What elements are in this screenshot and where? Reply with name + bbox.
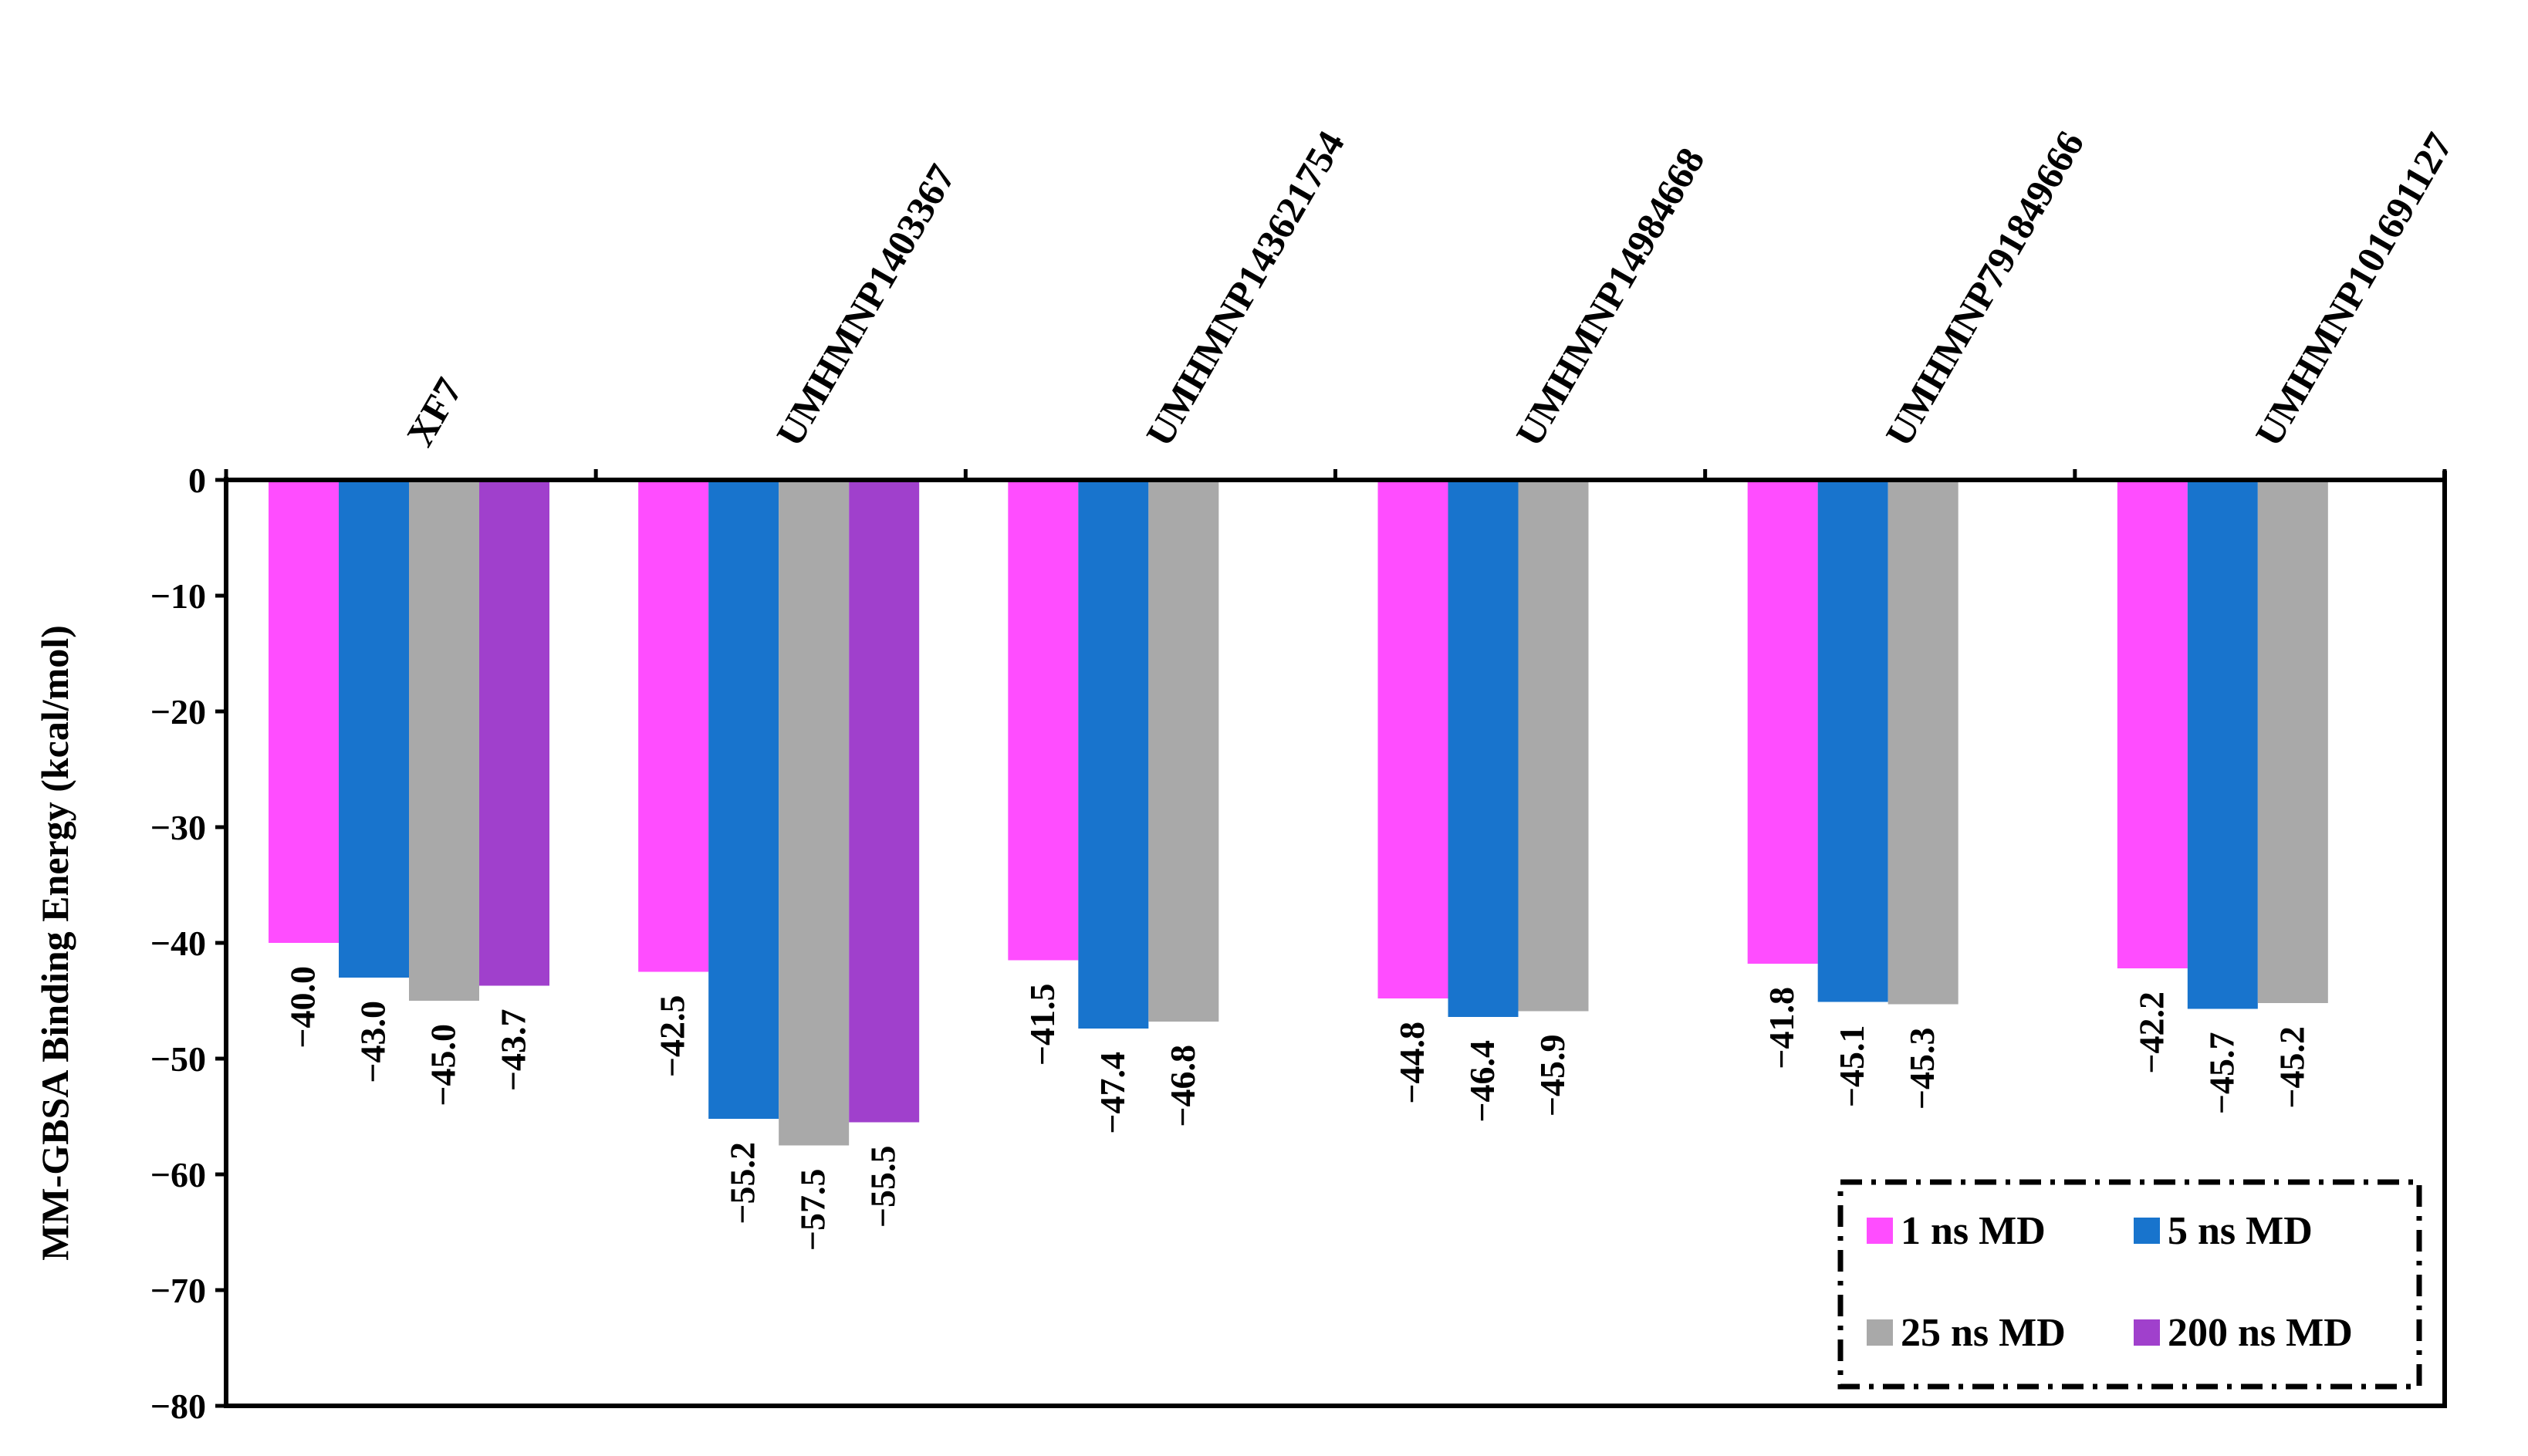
bar-1-3: [1008, 480, 1079, 961]
value-label: −45.2: [2272, 1026, 2311, 1109]
category-label: UMHMNP1403367: [768, 157, 964, 454]
bar-4-1: [479, 480, 549, 986]
value-label: −46.8: [1163, 1045, 1202, 1127]
value-label: −57.5: [793, 1169, 833, 1252]
value-label: −45.1: [1832, 1025, 1871, 1108]
bar-2-4: [1448, 480, 1519, 1017]
legend-label: 5 ns MD: [2168, 1209, 2313, 1253]
bar-3-4: [1518, 480, 1589, 1012]
value-label: −55.2: [723, 1142, 762, 1225]
bar-3-5: [1888, 480, 1959, 1005]
category-label: UMHMNP143621754: [1137, 123, 1353, 453]
value-label: −40.0: [283, 966, 323, 1049]
y-tick-label: −20: [150, 692, 206, 731]
y-tick-label: −60: [150, 1155, 206, 1194]
value-label: −55.5: [864, 1146, 903, 1228]
value-label: −46.4: [1462, 1040, 1502, 1123]
category-label: UMHMNP101691127: [2246, 126, 2461, 454]
bar-2-1: [339, 480, 409, 978]
legend-label: 1 ns MD: [1901, 1209, 2046, 1253]
bar-1-5: [1747, 480, 1818, 964]
legend-swatch: [2134, 1319, 2160, 1346]
bar-1-4: [1377, 480, 1448, 998]
y-tick-label: 0: [188, 461, 206, 500]
bar-3-3: [1148, 480, 1219, 1022]
category-label: XF7: [398, 370, 471, 453]
legend-swatch: [1867, 1319, 1893, 1346]
legend-frame: [1837, 1179, 2422, 1390]
value-labels-layer: −40.0 −43.0 −45.0 −43.7 −42.5 −55.2 −57.5 −55.5…: [283, 966, 2312, 1251]
y-tick-label: −50: [150, 1039, 206, 1079]
value-label: −42.5: [653, 995, 692, 1078]
bar-2-2: [708, 480, 779, 1119]
value-label: −43.0: [353, 1001, 393, 1083]
value-label: −41.8: [1762, 987, 1801, 1069]
category-label: UMHMNP14984668: [1507, 140, 1713, 454]
value-label: −47.4: [1093, 1052, 1132, 1134]
legend-swatch: [1867, 1218, 1893, 1244]
bar-2-3: [1078, 480, 1149, 1029]
y-axis-title: MM-GBSA Binding Energy (kcal/mol): [33, 625, 76, 1261]
y-tick-label: −10: [150, 576, 206, 616]
bar-2-6: [2187, 480, 2258, 1009]
value-label: −45.7: [2202, 1032, 2241, 1115]
value-label: −45.0: [424, 1024, 463, 1106]
legend-label: 25 ns MD: [1901, 1311, 2066, 1355]
category-label: UMHMNP791849666: [1877, 123, 2092, 453]
value-label: −43.7: [494, 1009, 533, 1092]
value-label: −42.2: [2131, 991, 2171, 1074]
bar-3-6: [2257, 480, 2328, 1003]
bar-1-2: [638, 480, 709, 972]
value-label: −45.9: [1533, 1035, 1572, 1117]
value-label: −41.5: [1022, 984, 1062, 1066]
legend-label: 200 ns MD: [2168, 1311, 2353, 1355]
y-tick-label: −30: [150, 808, 206, 847]
legend: 1 ns MD 5 ns MD 25 ns MD 200 ns MD: [1837, 1179, 2422, 1390]
bars-layer: [269, 480, 2328, 1146]
y-tick-label: −40: [150, 924, 206, 963]
bar-3-1: [409, 480, 479, 1001]
bar-3-2: [779, 480, 850, 1146]
legend-swatch: [2134, 1218, 2160, 1244]
value-label: −45.3: [1902, 1028, 1942, 1110]
bar-1-6: [2117, 480, 2188, 968]
y-tick-label: −70: [150, 1271, 206, 1310]
bar-1-1: [269, 480, 339, 943]
value-label: −44.8: [1392, 1022, 1431, 1104]
y-tick-label: −80: [150, 1387, 206, 1426]
bar-2-5: [1817, 480, 1888, 1002]
bar-4-2: [849, 480, 920, 1123]
